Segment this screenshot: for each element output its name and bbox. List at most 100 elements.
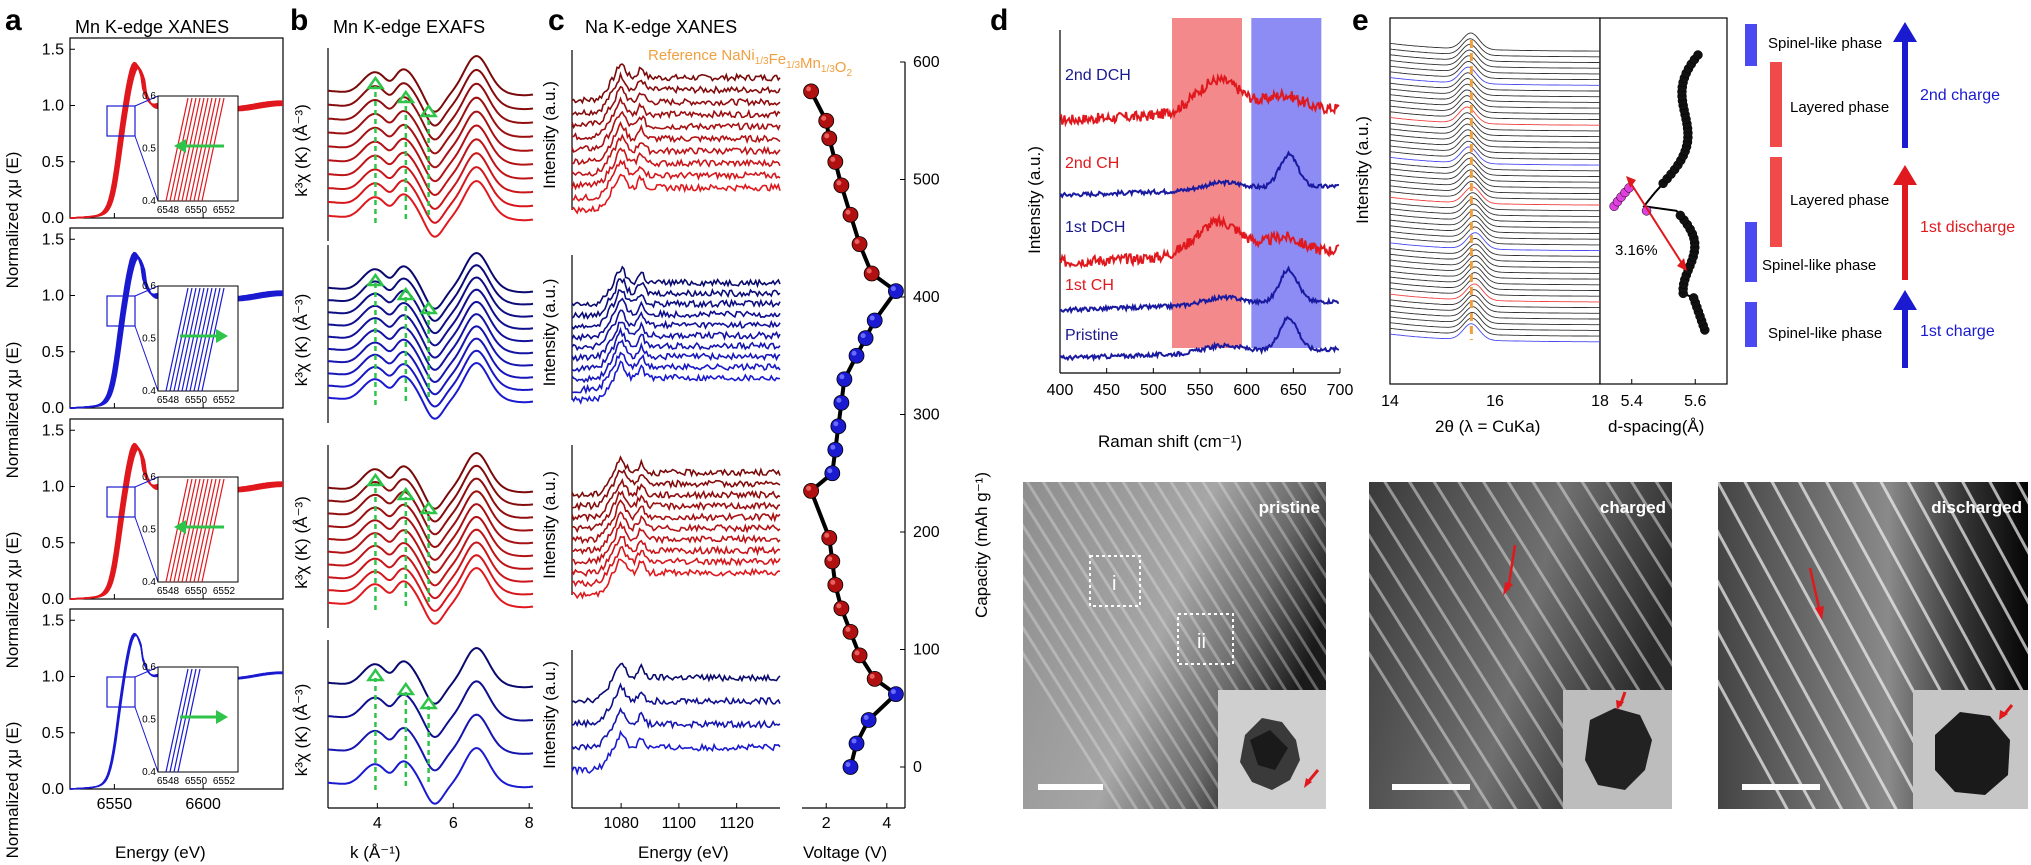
a-inset-line bbox=[197, 478, 221, 583]
c-xanes-curve bbox=[571, 110, 781, 153]
capacity-point-highlight bbox=[869, 673, 875, 679]
a-inset-line bbox=[177, 287, 201, 392]
b-exafs-curve bbox=[327, 68, 534, 127]
a-inset-xtick: 6548 bbox=[157, 586, 180, 597]
a-inset-ytick: 0.6 bbox=[142, 91, 156, 102]
xrd-curve bbox=[1389, 272, 1600, 291]
lattice-fringe bbox=[1369, 532, 1543, 809]
a-inset-xtick: 6550 bbox=[185, 205, 208, 216]
xrd-curve bbox=[1389, 135, 1600, 155]
e-ylabel: Intensity (a.u.) bbox=[1353, 116, 1372, 224]
e-xtick: 18 bbox=[1591, 393, 1609, 410]
c-xanes-curve bbox=[571, 321, 781, 362]
xrd-curve bbox=[1389, 283, 1600, 303]
a-ytick: 0.5 bbox=[42, 344, 64, 361]
a-ylabel: Normalized χμ (E) bbox=[3, 152, 22, 289]
cap-ytick: 500 bbox=[913, 172, 940, 189]
phase-bar bbox=[1770, 62, 1782, 147]
c-xanes-curve bbox=[571, 360, 781, 405]
a-inset-xtick: 6550 bbox=[185, 776, 208, 787]
b-exafs-curve bbox=[327, 646, 534, 705]
capacity-point-highlight bbox=[806, 86, 812, 92]
lattice-fringe bbox=[1201, 482, 1326, 682]
cap-ytick: 0 bbox=[913, 759, 922, 776]
capacity-point-highlight bbox=[827, 468, 833, 474]
b-exafs-curve bbox=[327, 490, 534, 549]
lattice-fringe bbox=[1580, 482, 1672, 628]
lattice-fringe bbox=[1369, 571, 1518, 809]
xrd-curve bbox=[1389, 32, 1600, 52]
lattice-fringe bbox=[1297, 482, 1326, 529]
capacity-point bbox=[827, 441, 844, 458]
xrd-curve bbox=[1389, 260, 1600, 280]
b-exafs-curve bbox=[327, 528, 534, 587]
a-inset-xtick: 6548 bbox=[157, 776, 180, 787]
lattice-fringe bbox=[1023, 650, 1123, 809]
capacity-point-highlight bbox=[824, 532, 830, 538]
b-exafs-curve bbox=[327, 288, 534, 347]
title-a: Mn K-edge XANES bbox=[75, 17, 229, 37]
capacity-point-highlight bbox=[806, 485, 812, 491]
b-exafs-curve bbox=[327, 566, 534, 625]
lattice-fringe bbox=[1265, 482, 1326, 580]
c-xanes-curve bbox=[571, 309, 781, 352]
xrd-curve bbox=[1389, 117, 1600, 138]
raman-band-blue bbox=[1251, 18, 1322, 348]
c-xanes-curve bbox=[571, 499, 781, 545]
panel-d-raman: 400 450 500 550 600 650 700 2nd DCH 2nd CH 1st DC… bbox=[1025, 18, 1353, 399]
capacity-point-highlight bbox=[854, 239, 860, 245]
a-ytick: 1.0 bbox=[42, 98, 64, 115]
b-exafs-curve bbox=[327, 325, 534, 384]
tem-f-inset bbox=[1218, 690, 1326, 809]
cap-xtick: 4 bbox=[882, 815, 891, 832]
capacity-point bbox=[848, 735, 865, 752]
capacity-point-highlight bbox=[821, 115, 827, 121]
a-ylabel: Normalized χμ (E) bbox=[3, 722, 22, 859]
tem-image-h: discharged bbox=[1718, 482, 2028, 809]
a-ytick: 0.5 bbox=[42, 535, 64, 552]
d-xtick: 400 bbox=[1047, 382, 1074, 399]
c-xanes-curve bbox=[571, 490, 781, 534]
a-inset-ytick: 0.6 bbox=[142, 662, 156, 673]
lattice-fringe bbox=[1023, 599, 1155, 809]
lattice-fringe bbox=[1369, 650, 1469, 809]
phase-label: Layered phase bbox=[1790, 99, 1889, 116]
capacity-point bbox=[833, 600, 850, 617]
c-xanes-curve bbox=[571, 120, 781, 166]
xrd-curve bbox=[1389, 215, 1600, 234]
c-xtick: 1080 bbox=[603, 815, 639, 832]
cap-xtick: 2 bbox=[822, 815, 831, 832]
c-xanes-curve bbox=[571, 85, 781, 130]
a-inset-xtick: 6548 bbox=[157, 205, 180, 216]
capacity-point-highlight bbox=[845, 762, 851, 767]
b-exafs-curve bbox=[327, 746, 534, 805]
xrd-curve bbox=[1389, 180, 1600, 200]
b-exafs-curve bbox=[327, 337, 534, 396]
phase-arrow-label: 1st charge bbox=[1920, 323, 1995, 340]
panel-e-xrd: 14 16 18 5.4 5.6 3.16% Intensity (a.u.) bbox=[1353, 17, 1728, 410]
lattice-fringe bbox=[1025, 482, 1235, 809]
d-xtick: 700 bbox=[1327, 382, 1354, 399]
capacity-point-highlight bbox=[839, 374, 845, 380]
phase-label: Spinel-like phase bbox=[1762, 257, 1876, 274]
title-c-reference: Reference NaNi1/3Fe1/3Mn1/3O2 bbox=[648, 47, 852, 79]
d-xtick: 550 bbox=[1187, 382, 1214, 399]
c-xanes-curve bbox=[571, 545, 781, 588]
xrd-curve bbox=[1389, 140, 1600, 160]
tem-f-box-i: i bbox=[1112, 573, 1116, 595]
phase-bar bbox=[1745, 222, 1757, 282]
capacity-point bbox=[833, 394, 850, 411]
c-xanes-curve bbox=[571, 265, 781, 308]
b-ylabel: k³χ (K) (Å⁻³) bbox=[292, 294, 311, 387]
a-inset-line bbox=[201, 287, 225, 392]
c-ylabel: Intensity (a.u.) bbox=[540, 661, 559, 769]
a-inset-line bbox=[165, 97, 189, 202]
capacity-point-highlight bbox=[836, 397, 842, 403]
xrd-curve bbox=[1389, 106, 1600, 126]
a-ytick: 1.5 bbox=[42, 612, 64, 629]
capacity-point bbox=[851, 236, 868, 253]
xrd-curve bbox=[1389, 243, 1600, 263]
panel-capacity: 0 100 200 300 400 500 600 2 4 bbox=[802, 54, 940, 832]
b-exafs-curve bbox=[328, 503, 534, 561]
b-exafs-curve bbox=[327, 477, 534, 536]
